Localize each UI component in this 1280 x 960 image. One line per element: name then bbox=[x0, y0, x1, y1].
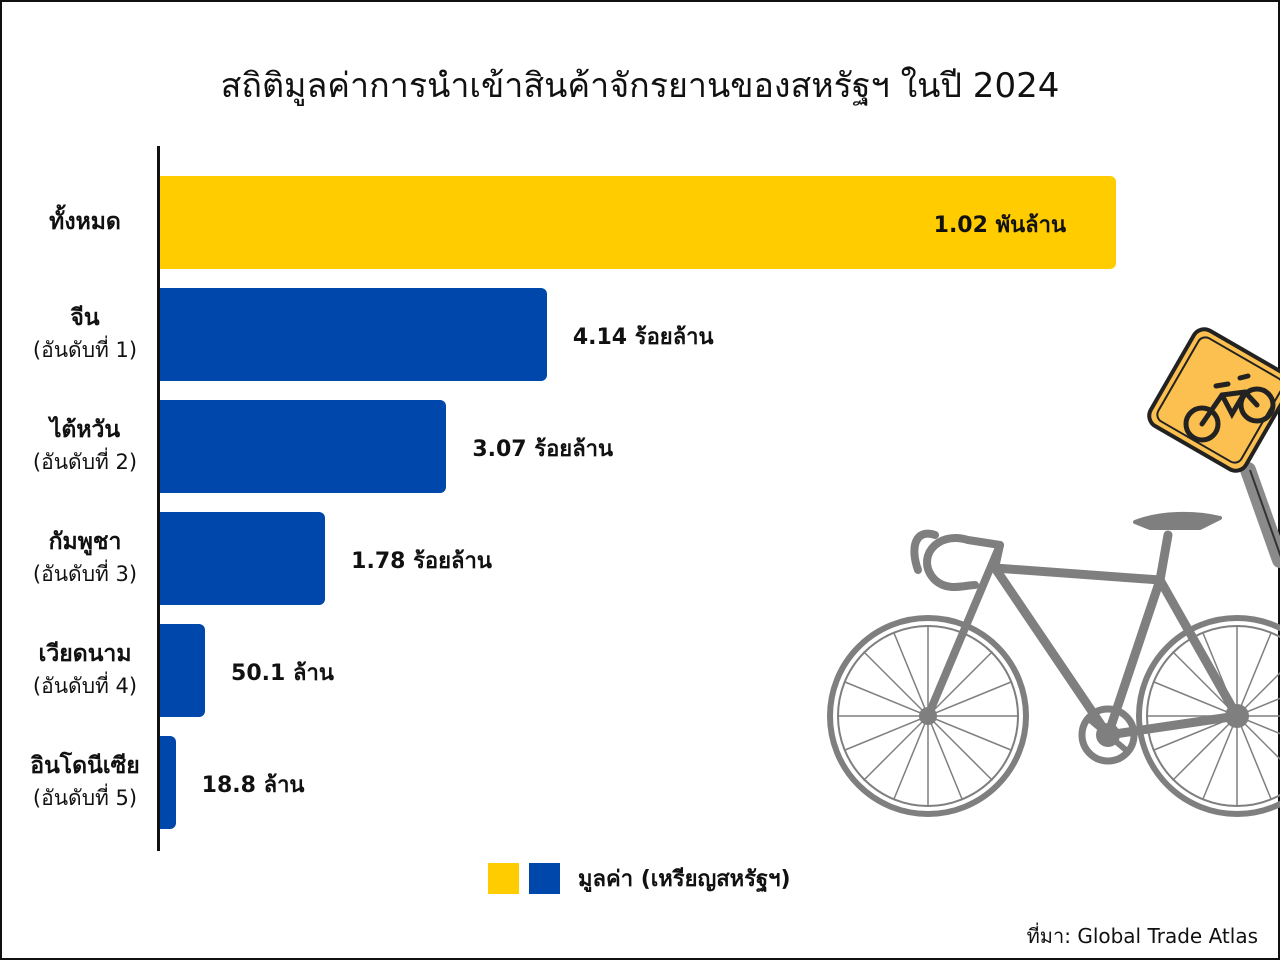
category-name: กัมพูชา bbox=[48, 529, 122, 555]
bar-value-label: 4.14 ร้อยล้าน bbox=[572, 325, 714, 350]
bar-1 bbox=[158, 288, 547, 381]
bar-4 bbox=[158, 624, 206, 717]
category-name: อินโดนีเซีย bbox=[30, 753, 140, 779]
bar-value-label: 1.02 พันล้าน bbox=[933, 213, 1066, 238]
category-name: จีน bbox=[70, 305, 100, 331]
source-note: ที่มา: Global Trade Atlas bbox=[1026, 924, 1258, 948]
category-label: จีน (อันดับที่ 1) bbox=[10, 302, 160, 366]
category-label: เวียดนาม (อันดับที่ 4) bbox=[10, 638, 160, 702]
bar-value-label: 50.1 ล้าน bbox=[231, 661, 334, 686]
bicycle-icon bbox=[827, 511, 1280, 817]
bar-3 bbox=[158, 512, 326, 605]
category-name: เวียดนาม bbox=[38, 641, 132, 667]
category-rank: (อันดับที่ 1) bbox=[32, 338, 138, 362]
bar-5 bbox=[158, 736, 176, 829]
category-name: ไต้หวัน bbox=[49, 417, 121, 443]
bar-value-label: 1.78 ร้อยล้าน bbox=[351, 549, 492, 574]
bicycle-road-sign-icon bbox=[1147, 327, 1280, 568]
category-label: อินโดนีเซีย (อันดับที่ 5) bbox=[10, 750, 160, 814]
bar-value-label: 18.8 ล้าน bbox=[201, 773, 305, 798]
category-label: ทั้งหมด bbox=[10, 206, 160, 238]
bar-0 bbox=[158, 176, 1116, 269]
legend-swatch-country bbox=[529, 862, 560, 894]
category-name: ทั้งหมด bbox=[49, 209, 121, 235]
legend: มูลค่า (เหรียญสหรัฐฯ) bbox=[488, 862, 791, 894]
category-label: กัมพูชา (อันดับที่ 3) bbox=[10, 526, 160, 590]
bar-value-label: 3.07 ร้อยล้าน bbox=[472, 437, 614, 462]
category-rank: (อันดับที่ 3) bbox=[32, 562, 138, 586]
category-rank: (อันดับที่ 4) bbox=[32, 674, 138, 698]
category-rank: (อันดับที่ 5) bbox=[32, 786, 138, 810]
category-rank: (อันดับที่ 2) bbox=[32, 450, 138, 474]
chart-title: สถิติมูลค่าการนำเข้าสินค้าจักรยานของสหรั… bbox=[220, 66, 1060, 106]
legend-swatch-total bbox=[488, 862, 519, 894]
y-axis-line bbox=[157, 146, 160, 851]
legend-label: มูลค่า (เหรียญสหรัฐฯ) bbox=[578, 866, 791, 892]
bar-2 bbox=[158, 400, 447, 493]
category-label: ไต้หวัน (อันดับที่ 2) bbox=[10, 414, 160, 478]
